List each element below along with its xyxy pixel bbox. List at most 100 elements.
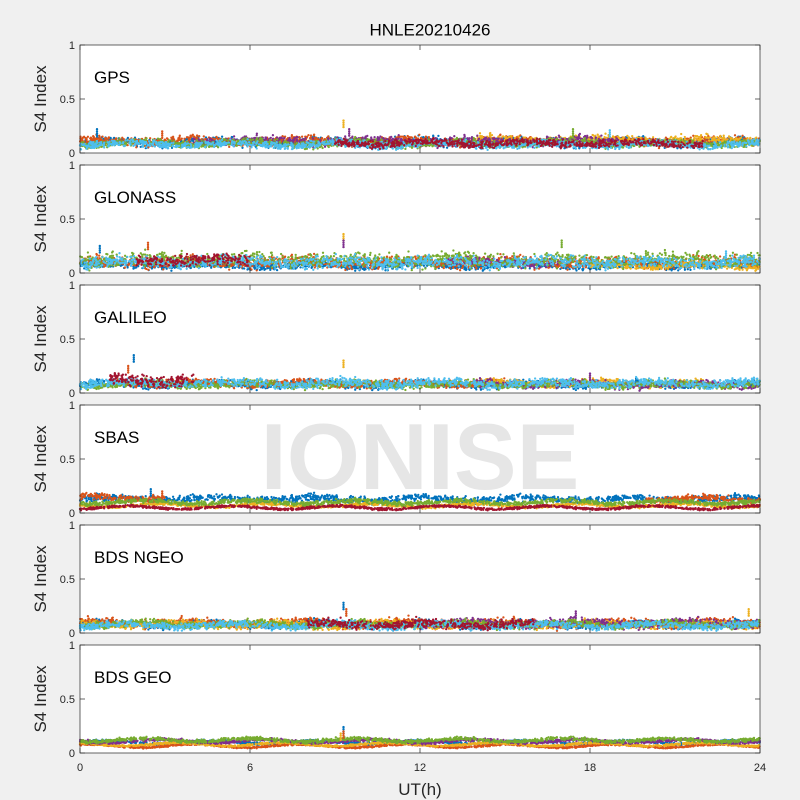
data-point xyxy=(364,137,366,139)
data-point xyxy=(723,134,725,136)
data-point xyxy=(600,134,602,136)
data-point xyxy=(572,137,574,139)
data-point xyxy=(418,134,420,136)
data-point xyxy=(497,138,499,140)
data-point xyxy=(373,136,375,138)
data-point xyxy=(92,135,94,137)
data-point xyxy=(361,136,363,138)
data-point xyxy=(327,135,329,137)
data-point xyxy=(415,136,417,138)
data-point xyxy=(108,136,110,138)
data-point xyxy=(404,148,406,150)
data-point xyxy=(741,135,743,137)
data-point xyxy=(711,139,713,141)
data-point xyxy=(256,132,258,134)
figure-title: HNLE20210426 xyxy=(370,21,491,40)
data-point xyxy=(179,135,181,137)
data-point xyxy=(176,140,178,142)
data-point xyxy=(216,137,218,139)
data-point xyxy=(400,138,402,140)
data-point xyxy=(178,138,180,140)
data-point xyxy=(631,135,633,137)
data-point xyxy=(502,135,504,137)
data-point xyxy=(321,137,323,139)
data-point xyxy=(626,135,628,137)
data-point xyxy=(265,136,267,138)
data-point xyxy=(498,135,500,137)
data-point xyxy=(145,137,147,139)
data-point xyxy=(575,136,577,138)
data-point xyxy=(705,133,707,135)
data-point xyxy=(479,132,481,134)
data-point xyxy=(183,138,185,140)
data-point xyxy=(221,136,223,138)
data-point xyxy=(99,137,101,139)
data-point xyxy=(168,139,170,141)
data-point xyxy=(728,135,730,137)
data-point xyxy=(464,135,466,137)
data-point xyxy=(718,138,720,140)
data-point xyxy=(272,134,274,136)
data-point xyxy=(558,136,560,138)
data-point xyxy=(437,135,439,137)
data-point xyxy=(578,137,580,139)
data-point xyxy=(607,138,609,140)
data-point xyxy=(125,142,127,144)
data-point xyxy=(714,139,716,141)
data-point xyxy=(604,133,606,135)
data-point xyxy=(479,135,481,137)
data-point xyxy=(304,137,306,139)
data-point xyxy=(283,137,285,139)
data-point xyxy=(191,135,193,137)
data-point xyxy=(203,135,205,137)
data-point xyxy=(98,135,100,137)
data-point xyxy=(597,134,599,136)
data-point xyxy=(104,137,106,139)
data-point xyxy=(380,138,382,140)
data-point xyxy=(734,134,736,136)
data-point xyxy=(115,137,117,139)
data-point xyxy=(584,137,586,139)
data-point xyxy=(407,135,409,137)
data-point xyxy=(189,134,191,136)
data-point xyxy=(652,136,654,138)
data-point xyxy=(252,138,254,140)
data-point xyxy=(188,139,190,141)
data-point xyxy=(90,137,92,139)
data-point xyxy=(166,137,168,139)
data-point xyxy=(521,146,523,148)
data-point xyxy=(749,137,751,139)
data-point xyxy=(193,138,195,140)
data-point xyxy=(289,140,291,142)
data-point xyxy=(476,135,478,137)
data-point xyxy=(707,137,709,139)
data-point xyxy=(716,136,718,138)
data-point xyxy=(206,139,208,141)
data-point xyxy=(517,135,519,137)
data-point xyxy=(674,135,676,137)
data-point xyxy=(603,136,605,138)
data-point xyxy=(622,137,624,139)
data-point xyxy=(692,135,694,137)
data-point xyxy=(140,146,142,148)
data-point xyxy=(494,137,496,139)
data-point xyxy=(590,136,592,138)
data-point xyxy=(172,136,174,138)
data-point xyxy=(228,146,230,148)
data-point xyxy=(312,137,314,139)
data-point xyxy=(390,136,392,138)
data-point xyxy=(694,135,696,137)
data-point xyxy=(446,147,448,149)
data-point xyxy=(157,137,159,139)
data-point xyxy=(351,135,353,137)
data-point xyxy=(665,136,667,138)
data-point xyxy=(135,146,137,148)
data-point xyxy=(241,147,243,149)
data-point xyxy=(485,137,487,139)
data-point xyxy=(92,139,94,141)
data-point xyxy=(116,139,118,141)
data-point xyxy=(149,137,151,139)
data-point xyxy=(296,140,298,142)
data-point xyxy=(592,134,594,136)
